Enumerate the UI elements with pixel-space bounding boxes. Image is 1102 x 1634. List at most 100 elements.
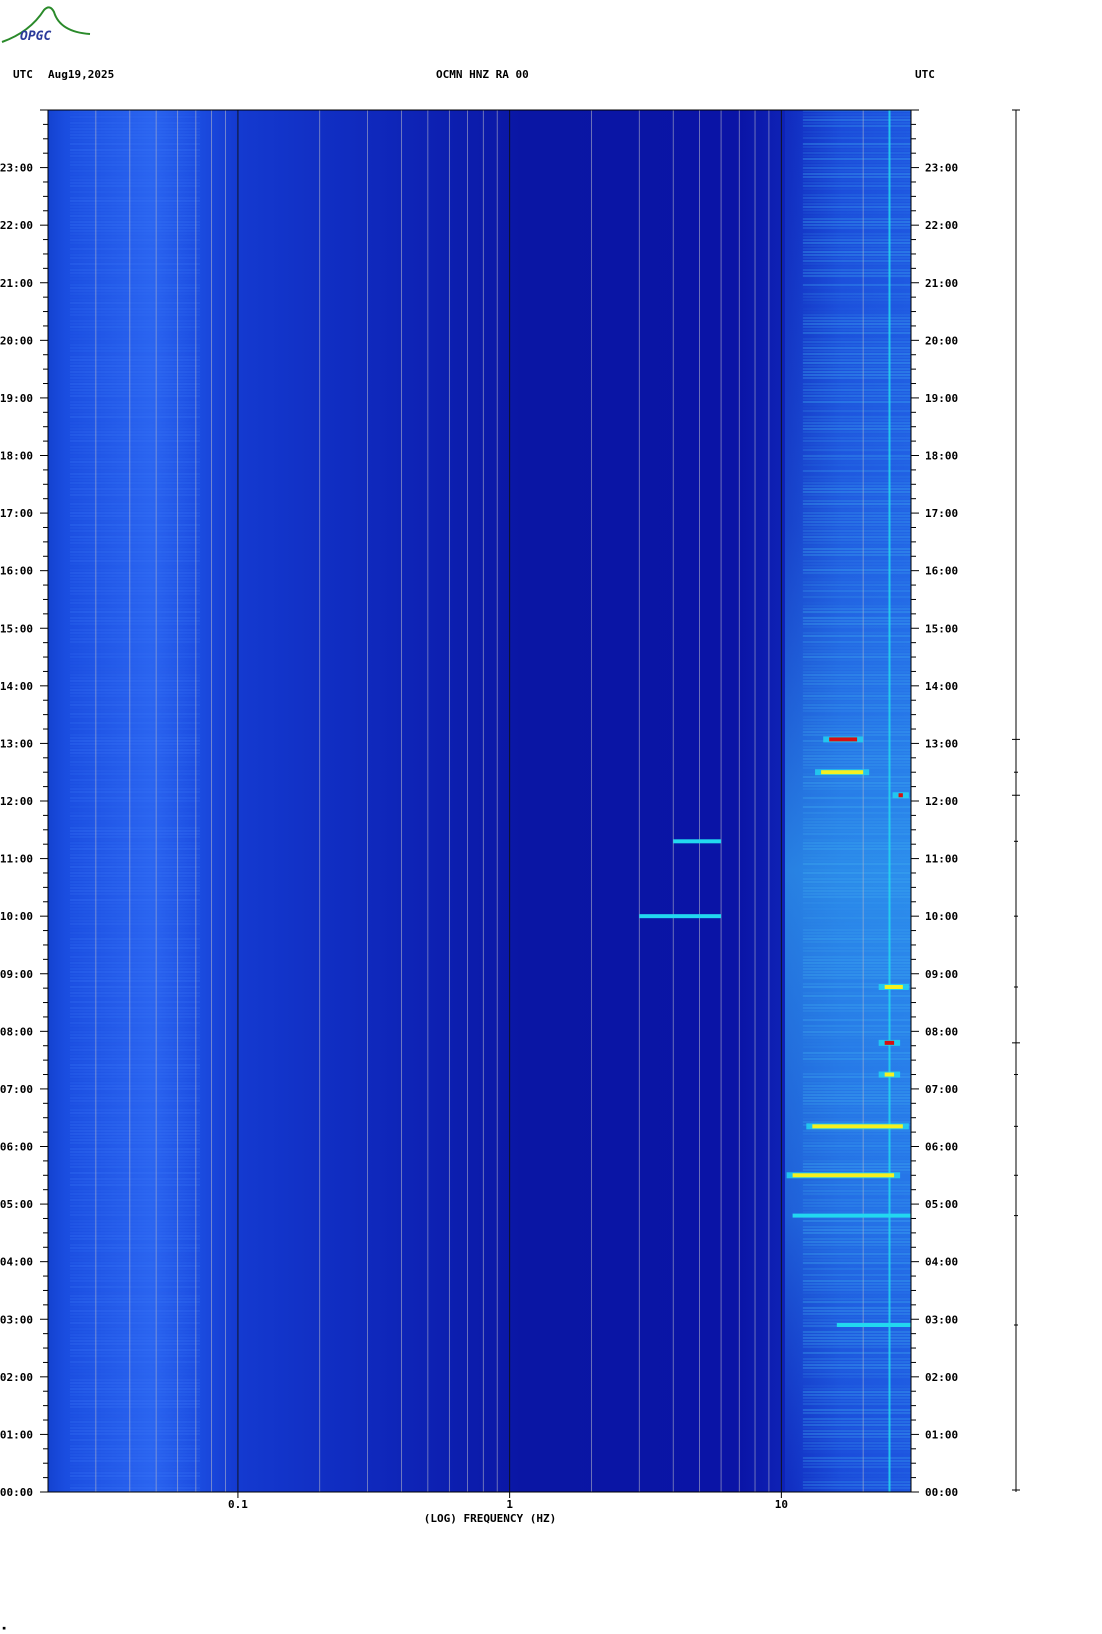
noise-row bbox=[802, 545, 911, 547]
noise-row bbox=[802, 623, 911, 625]
noise-row bbox=[70, 1337, 200, 1339]
noise-row bbox=[70, 1151, 200, 1153]
noise-row bbox=[70, 164, 200, 166]
noise-row bbox=[802, 515, 911, 517]
noise-row bbox=[802, 1463, 911, 1465]
noise-row bbox=[70, 458, 200, 460]
noise-row bbox=[70, 713, 200, 715]
noise-row bbox=[70, 854, 200, 856]
noise-row bbox=[802, 170, 911, 172]
noise-row bbox=[802, 494, 911, 496]
noise-row bbox=[802, 194, 911, 196]
noise-row bbox=[70, 1310, 200, 1312]
noise-row bbox=[802, 1490, 911, 1492]
noise-row bbox=[70, 140, 200, 142]
noise-row bbox=[802, 347, 911, 349]
noise-row bbox=[70, 266, 200, 268]
y-tick-label: 11:00 bbox=[0, 853, 33, 866]
logo-text: OPGC bbox=[20, 29, 51, 44]
noise-row bbox=[802, 1130, 911, 1132]
noise-row bbox=[802, 362, 911, 364]
noise-row bbox=[70, 608, 200, 610]
noise-row bbox=[802, 959, 911, 961]
noise-row bbox=[70, 110, 200, 112]
noise-row bbox=[802, 1364, 911, 1366]
noise-row bbox=[802, 875, 911, 877]
header-left-tz: UTC bbox=[13, 68, 33, 81]
noise-row bbox=[70, 827, 200, 829]
noise-row bbox=[802, 692, 911, 694]
noise-row bbox=[802, 404, 911, 406]
noise-row bbox=[802, 401, 911, 403]
noise-row bbox=[70, 1160, 200, 1162]
noise-row bbox=[802, 1409, 911, 1411]
noise-row bbox=[70, 1379, 200, 1381]
y-tick-label: 15:00 bbox=[925, 622, 958, 635]
noise-row bbox=[802, 1088, 911, 1090]
noise-row bbox=[70, 1352, 200, 1354]
noise-row bbox=[802, 356, 911, 358]
noise-row bbox=[70, 542, 200, 544]
noise-row bbox=[70, 929, 200, 931]
noise-row bbox=[70, 743, 200, 745]
noise-row bbox=[70, 1487, 200, 1489]
noise-row bbox=[70, 758, 200, 760]
noise-row bbox=[802, 149, 911, 151]
noise-row bbox=[70, 533, 200, 535]
noise-row bbox=[802, 113, 911, 115]
noise-row bbox=[70, 326, 200, 328]
noise-row bbox=[70, 365, 200, 367]
noise-row bbox=[70, 650, 200, 652]
noise-row bbox=[802, 377, 911, 379]
y-tick-label: 15:00 bbox=[0, 622, 33, 635]
noise-row bbox=[802, 1142, 911, 1144]
noise-row bbox=[802, 1211, 911, 1213]
noise-row bbox=[802, 389, 911, 391]
noise-row bbox=[70, 812, 200, 814]
noise-row bbox=[70, 764, 200, 766]
noise-row bbox=[802, 137, 911, 139]
noise-row bbox=[802, 242, 911, 244]
noise-row bbox=[70, 857, 200, 859]
noise-row bbox=[70, 221, 200, 223]
noise-row bbox=[70, 1070, 200, 1072]
noise-row bbox=[802, 1121, 911, 1123]
noise-row bbox=[803, 1196, 911, 1198]
noise-row bbox=[70, 1298, 200, 1300]
noise-row bbox=[802, 368, 911, 370]
noise-row bbox=[70, 752, 200, 754]
noise-row bbox=[70, 488, 200, 490]
noise-row bbox=[70, 131, 200, 133]
noise-row bbox=[802, 146, 911, 148]
noise-row bbox=[803, 809, 911, 811]
x-tick-label: 1 bbox=[506, 1498, 513, 1511]
noise-row bbox=[70, 1283, 200, 1285]
noise-row bbox=[70, 1229, 200, 1231]
noise-row bbox=[70, 1412, 200, 1414]
noise-row bbox=[70, 1355, 200, 1357]
noise-row bbox=[70, 890, 200, 892]
noise-row bbox=[70, 578, 200, 580]
noise-row bbox=[802, 1271, 911, 1273]
noise-row bbox=[70, 539, 200, 541]
energy-event bbox=[821, 770, 864, 775]
noise-row bbox=[802, 1283, 911, 1285]
noise-row bbox=[70, 185, 200, 187]
noise-row bbox=[803, 128, 911, 130]
noise-row bbox=[70, 1202, 200, 1204]
noise-row bbox=[70, 281, 200, 283]
noise-row bbox=[70, 1037, 200, 1039]
noise-row bbox=[70, 1196, 200, 1198]
noise-row bbox=[803, 1349, 911, 1351]
noise-row bbox=[803, 1406, 911, 1408]
noise-row bbox=[802, 425, 911, 427]
noise-row bbox=[70, 203, 200, 205]
noise-row bbox=[70, 848, 200, 850]
noise-row bbox=[70, 1280, 200, 1282]
noise-row bbox=[802, 1226, 911, 1228]
noise-row bbox=[803, 629, 911, 631]
noise-row bbox=[70, 245, 200, 247]
noise-row bbox=[70, 797, 200, 799]
noise-row bbox=[70, 1247, 200, 1249]
noise-row bbox=[70, 194, 200, 196]
